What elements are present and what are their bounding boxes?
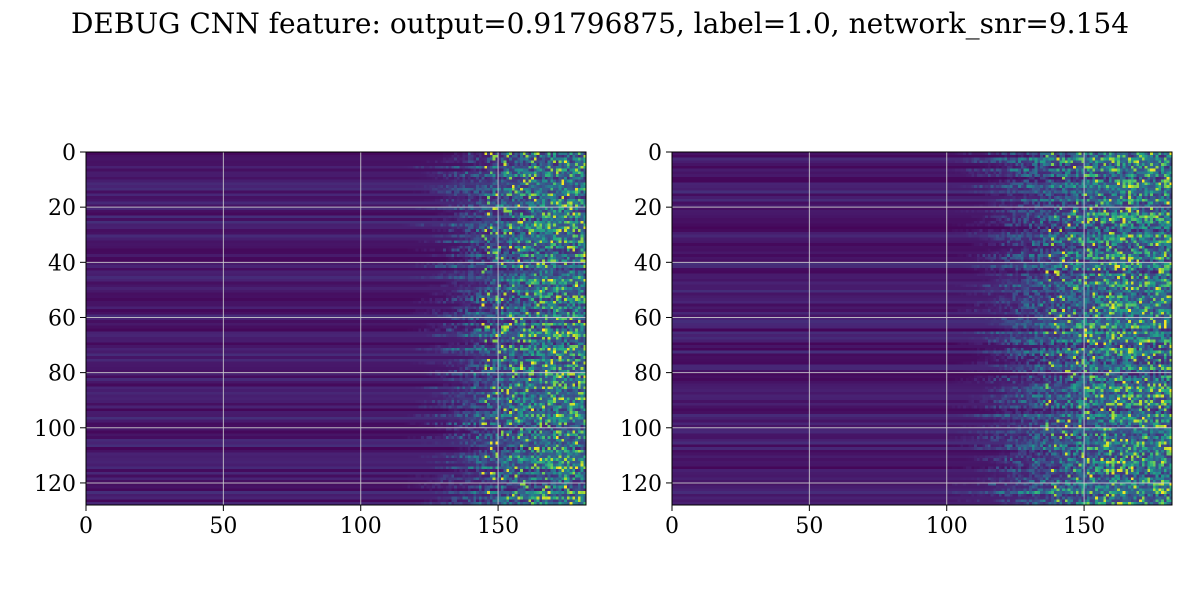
x-tick-label: 150	[1063, 514, 1105, 539]
y-tick-label: 100	[620, 417, 662, 442]
axes-frame	[671, 151, 1173, 506]
x-tick-label: 50	[209, 514, 237, 539]
figure-title: DEBUG CNN feature: output=0.91796875, la…	[71, 7, 1129, 40]
y-tick-label: 60	[634, 306, 662, 331]
y-tick-label: 80	[634, 362, 662, 387]
heatmap-panel-right: 0 50 100 150 0 20 40 60 80 100 120	[620, 141, 1173, 539]
x-tick-label: 0	[665, 514, 679, 539]
x-tick-label: 0	[79, 514, 93, 539]
y-tick-label: 100	[34, 417, 76, 442]
y-tick-label: 0	[648, 141, 662, 166]
y-tick-label: 120	[620, 472, 662, 497]
heatmap-image	[672, 152, 1172, 505]
x-tick-label: 100	[340, 514, 382, 539]
y-tick-label: 40	[48, 251, 76, 276]
y-tick-label: 20	[48, 196, 76, 221]
y-tick-label: 60	[48, 306, 76, 331]
x-tick-label: 50	[795, 514, 823, 539]
x-tick-label: 100	[926, 514, 968, 539]
y-tick-label: 0	[62, 141, 76, 166]
x-tick-label: 150	[477, 514, 519, 539]
y-tick-label: 40	[634, 251, 662, 276]
heatmap-image	[86, 152, 586, 505]
y-tick-label: 80	[48, 362, 76, 387]
y-tick-label: 20	[634, 196, 662, 221]
y-tick-label: 120	[34, 472, 76, 497]
heatmap-panel-left: 0 50 100 150 0 20 40 60 80 100 120	[34, 141, 587, 539]
axes-frame	[85, 151, 587, 506]
